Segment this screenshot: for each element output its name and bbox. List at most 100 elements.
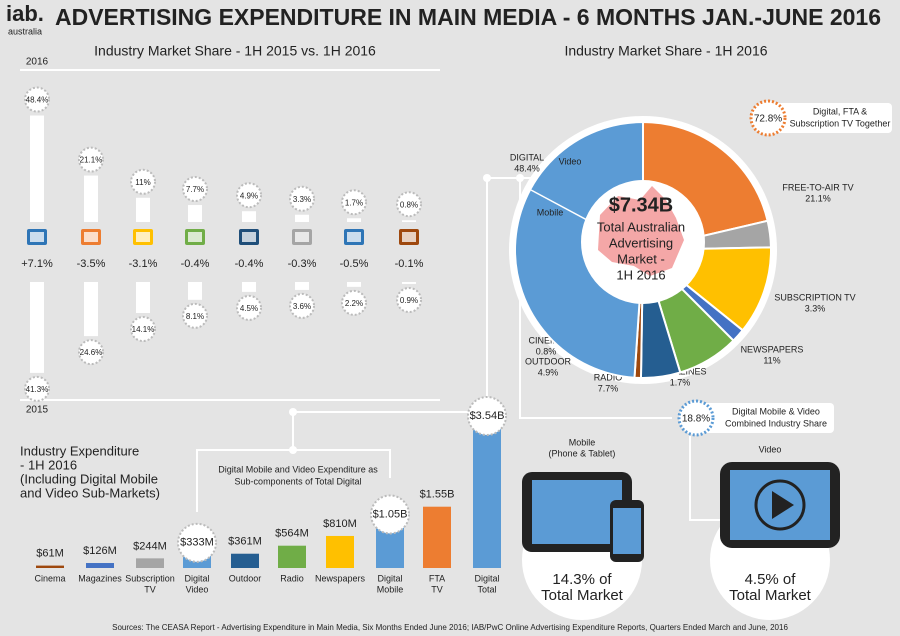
play-icon	[772, 491, 794, 519]
value-badge	[182, 176, 208, 203]
data-label: $3.54B	[470, 410, 505, 422]
bar-2015	[402, 282, 416, 284]
slice-name: OUTDOOR	[525, 356, 571, 366]
callout-text: Digital Mobile & Video	[732, 406, 820, 416]
value-badge	[24, 375, 50, 402]
slice-name: SUBSCRIPTION TV	[774, 292, 855, 302]
slice-value: 4.9%	[538, 367, 559, 377]
data-label: $61M	[36, 547, 64, 559]
callout-text: Digital, FTA &	[813, 106, 867, 116]
change-label: -0.1%	[395, 258, 424, 270]
label-ring	[370, 494, 410, 535]
label-ring	[177, 522, 217, 563]
bar-2016	[242, 211, 256, 222]
bar	[278, 545, 306, 568]
logo: iab.	[6, 1, 44, 26]
callout-value: 18.8%	[682, 414, 710, 425]
center-text: Total Australian	[597, 219, 685, 234]
data-label: $564M	[275, 528, 309, 540]
value-badge	[396, 286, 422, 313]
icon-screen	[136, 232, 150, 242]
connector-dots	[289, 174, 524, 454]
data-label: $1.05B	[373, 508, 408, 520]
segment-note: Video	[559, 156, 582, 166]
center-value: $7.34B	[609, 194, 674, 216]
slice-name: RADIO	[594, 372, 623, 382]
x-tick-label: Total	[477, 584, 496, 594]
media-icon	[133, 229, 153, 245]
chart-title: - 1H 2016	[20, 457, 77, 472]
x-tick-label: Radio	[280, 573, 304, 583]
value-badge	[236, 294, 262, 321]
value-badge	[341, 189, 367, 216]
data-label: $333M	[180, 537, 214, 549]
data-label: $126M	[83, 545, 117, 557]
media-icon	[185, 229, 205, 245]
device-text: 14.3% of	[552, 571, 612, 588]
device-title: Mobile	[569, 437, 596, 447]
data-label: 4.5%	[240, 304, 258, 313]
change-label: -0.5%	[340, 258, 369, 270]
icon-screen	[295, 232, 309, 242]
slice-value: 1.7%	[670, 377, 691, 387]
bar-2016	[402, 220, 416, 222]
x-tick-label: TV	[431, 584, 443, 594]
data-label: $244M	[133, 540, 167, 552]
change-label: -0.3%	[288, 258, 317, 270]
device-text: Total Market	[729, 587, 812, 604]
segment-note: Mobile	[537, 207, 564, 217]
bar-2015	[347, 282, 361, 287]
bar-2016	[84, 175, 98, 222]
data-label: 24.6%	[80, 348, 103, 357]
value-badge	[236, 182, 262, 209]
icon-screen	[30, 232, 44, 242]
play-ring	[754, 479, 806, 531]
bar-2016	[295, 214, 309, 222]
x-tick-label: Video	[186, 584, 209, 594]
bar-2016	[30, 115, 44, 222]
value-badge	[130, 168, 156, 195]
callout-ring	[677, 399, 715, 437]
x-tick-label: FTA	[429, 573, 445, 583]
slice-name: FREE-TO-AIR TV	[782, 182, 853, 192]
media-icon	[81, 229, 101, 245]
media-icon	[344, 229, 364, 245]
value-badge	[289, 292, 315, 319]
change-label: -3.5%	[77, 258, 106, 270]
label-ring	[467, 396, 507, 436]
change-label: -0.4%	[235, 258, 264, 270]
slice-value: 0.8%	[536, 346, 557, 356]
bar	[136, 558, 164, 568]
bar-2016	[136, 197, 150, 222]
icon-screen	[188, 232, 202, 242]
change-label: -0.4%	[181, 258, 210, 270]
device-text: Total Market	[541, 587, 624, 604]
media-icon	[292, 229, 312, 245]
media-icon	[27, 229, 47, 245]
bar-2015	[30, 282, 44, 373]
data-label: $810M	[323, 518, 357, 530]
bar-2015	[136, 282, 150, 314]
data-label: 14.1%	[132, 325, 155, 334]
bar	[423, 506, 451, 568]
value-badge	[182, 302, 208, 329]
australia-shape	[598, 186, 684, 276]
data-label: 48.4%	[26, 96, 49, 105]
device-title: (Phone & Tablet)	[549, 448, 616, 458]
center-text: Market -	[617, 251, 665, 266]
slice-value: 21.1%	[805, 193, 831, 203]
data-label: 7.7%	[186, 185, 204, 194]
data-label: 4.9%	[240, 191, 258, 200]
x-tick-label: Outdoor	[229, 573, 262, 583]
callout-ring	[749, 99, 787, 137]
data-label: 0.8%	[400, 200, 418, 209]
x-tick-label: Digital	[184, 573, 209, 583]
value-badge	[78, 146, 104, 173]
media-icon	[239, 229, 259, 245]
callout-value: 72.8%	[754, 114, 782, 125]
bar-2016	[347, 218, 361, 222]
value-badge	[24, 86, 50, 113]
slice-value: 11%	[763, 355, 780, 365]
bar	[326, 535, 354, 568]
annotation: Sub-components of Total Digital	[235, 476, 362, 486]
